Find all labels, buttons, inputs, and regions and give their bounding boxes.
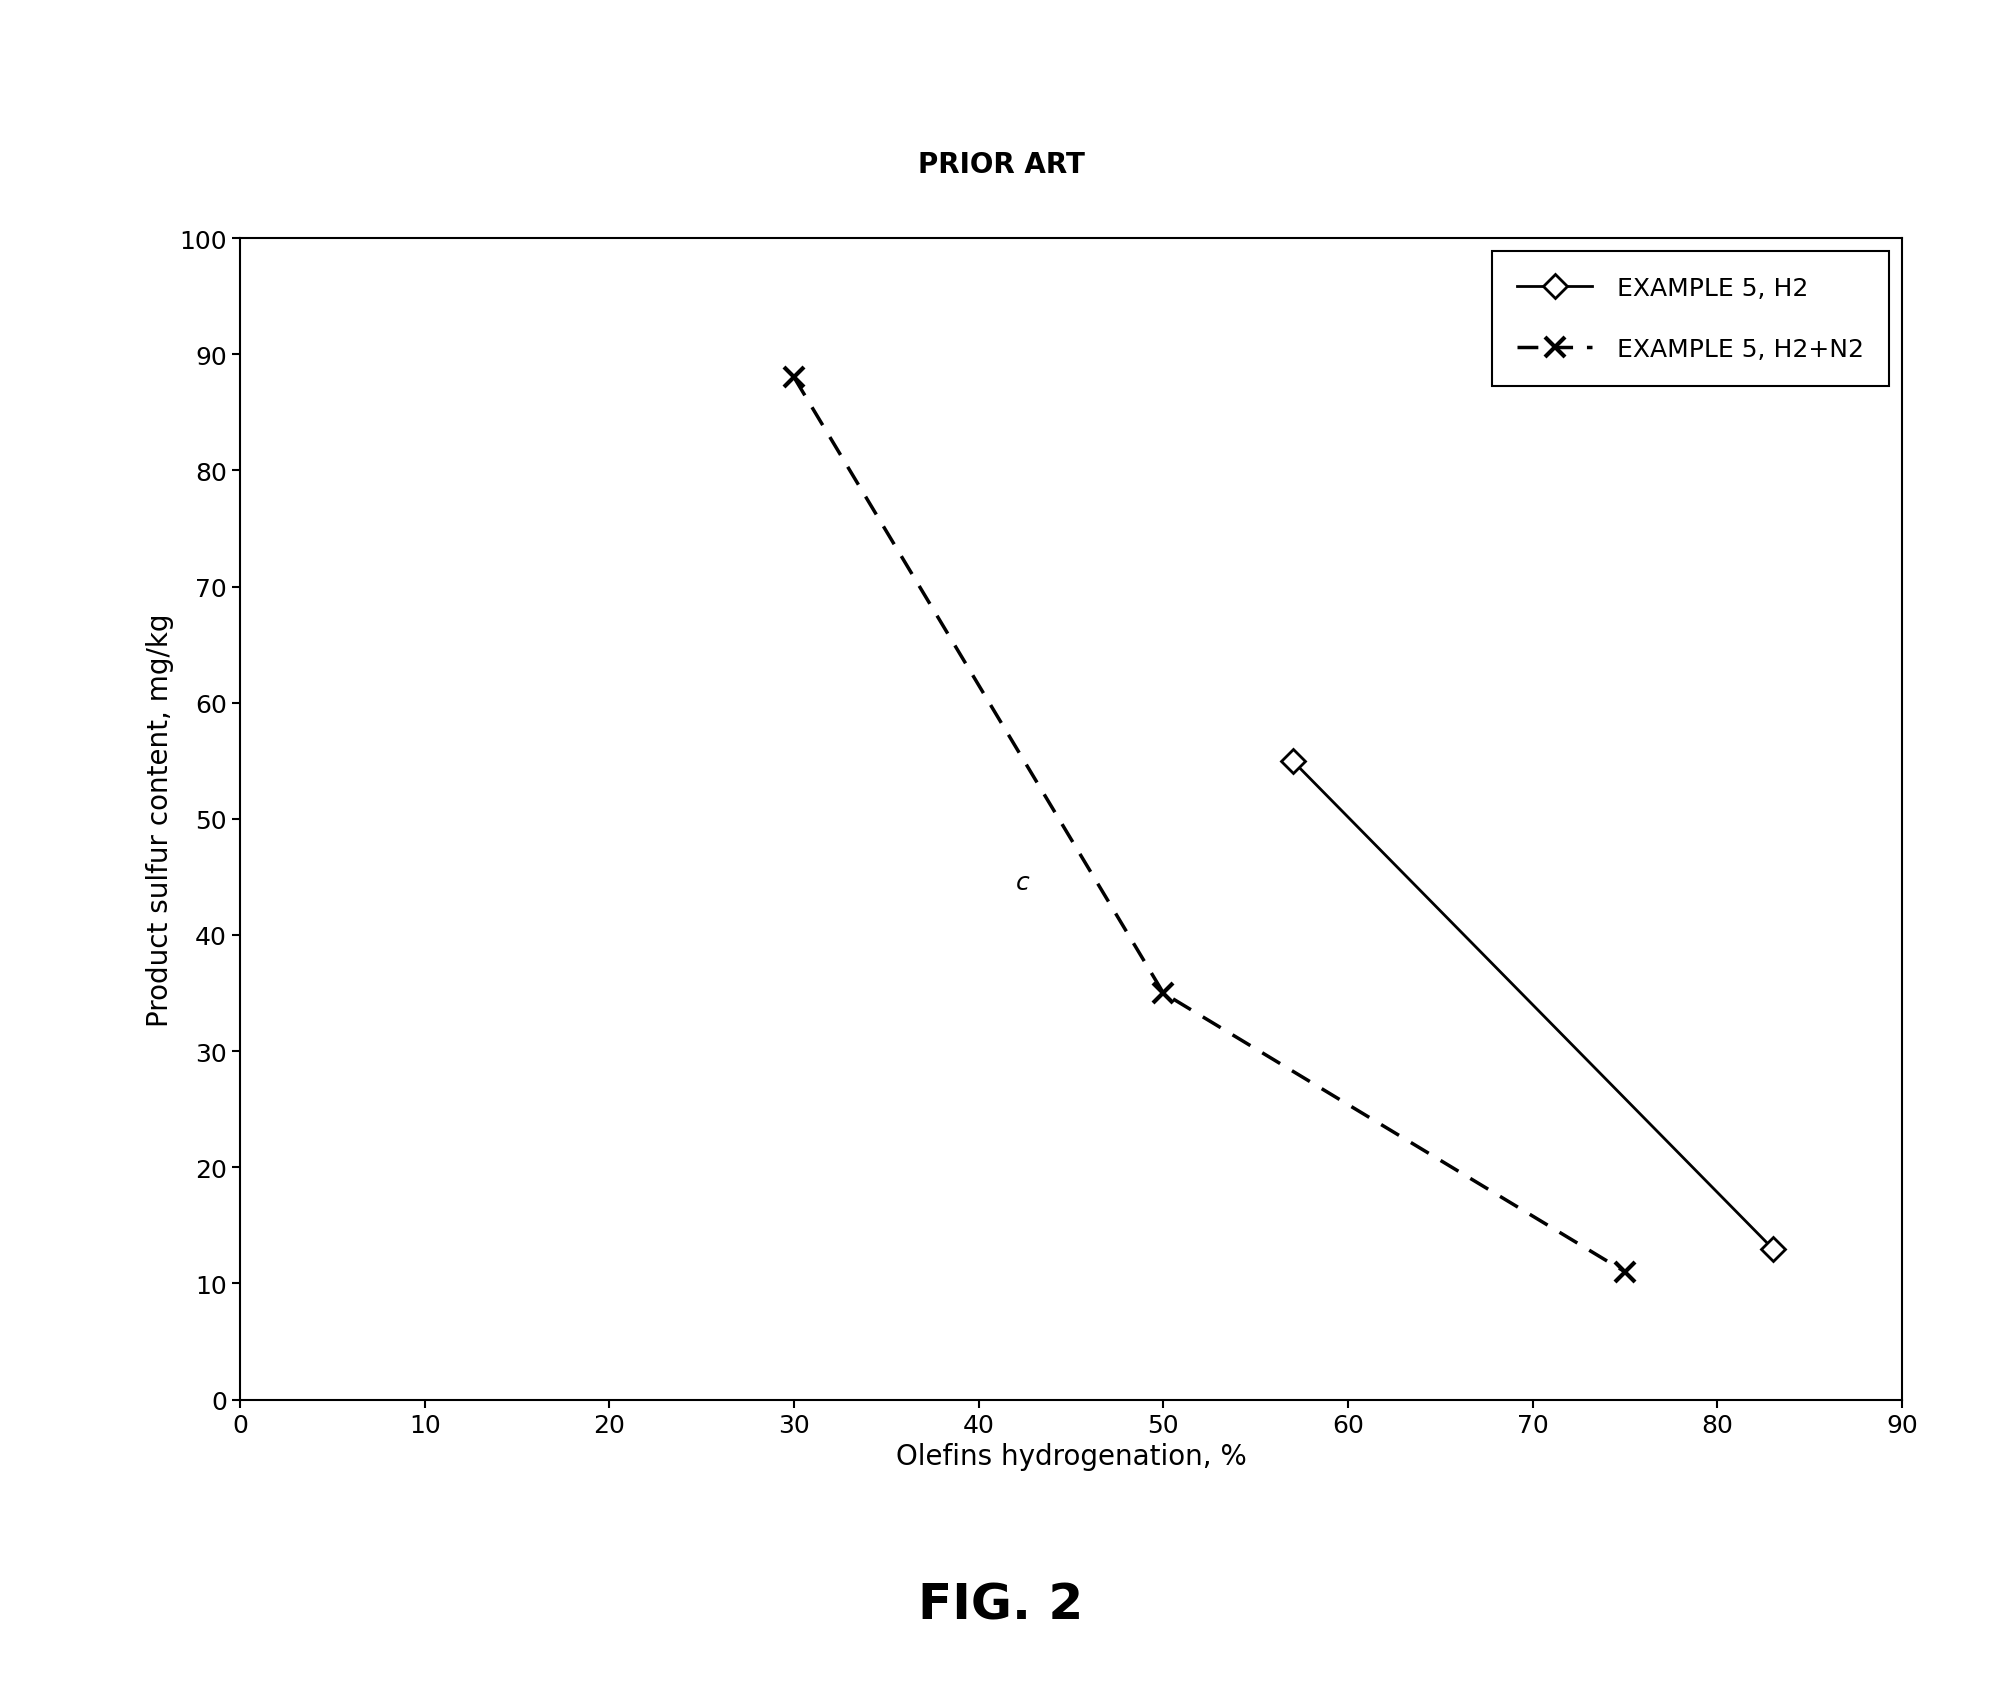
- Legend: EXAMPLE 5, H2, EXAMPLE 5, H2+N2: EXAMPLE 5, H2, EXAMPLE 5, H2+N2: [1491, 251, 1890, 387]
- X-axis label: Olefins hydrogenation, %: Olefins hydrogenation, %: [895, 1442, 1247, 1470]
- Text: FIG. 2: FIG. 2: [919, 1581, 1083, 1628]
- Text: PRIOR ART: PRIOR ART: [917, 152, 1085, 179]
- Y-axis label: Product sulfur content, mg/kg: Product sulfur content, mg/kg: [146, 613, 174, 1026]
- Text: c: c: [1015, 871, 1029, 894]
